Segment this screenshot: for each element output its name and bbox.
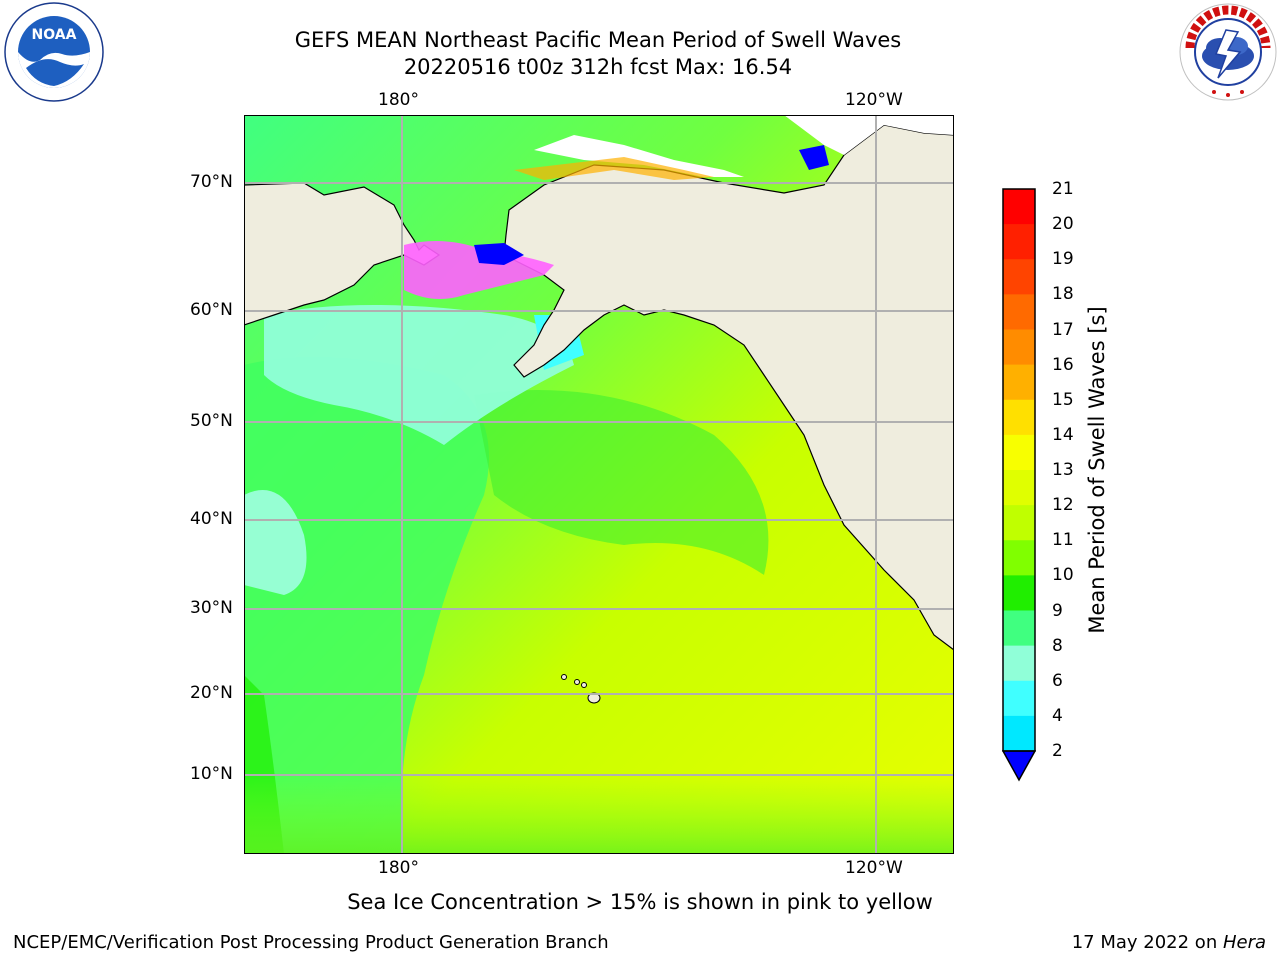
colorbar-tick-label: 18 [1052,284,1074,305]
colorbar-block [1003,610,1035,647]
colorbar-block [1003,294,1035,330]
colorbar-block [1003,540,1035,576]
footer-right: 17 May 2022 on Hera [1072,932,1266,953]
colorbar-tick-label: 8 [1052,635,1063,656]
colorbar-block [1003,329,1035,366]
lon-label-top-180: 180° [378,90,419,110]
west-cyan-patch [244,490,307,595]
footer-date: 17 May 2022 on [1071,932,1223,953]
lat-label-60n: 60°N [190,300,233,320]
colorbar-tick-label: 6 [1052,670,1063,691]
footer-machine: Hera [1222,932,1266,953]
colorbar-block [1003,434,1035,471]
colorbar-tick-label: 14 [1052,424,1074,445]
lat-label-20n: 20°N [190,683,233,703]
title-line-2: 20220516 t00z 312h fcst Max: 16.54 [403,55,793,79]
sea-ice-edge-arctic [514,157,714,180]
colorbar-extend-arrow [1002,750,1036,782]
colorbar-title: Mean Period of Swell Waves [s] [1085,306,1109,634]
central-green-region [474,390,769,575]
colorbar-block [1003,680,1035,717]
southern-green-band [244,775,954,854]
colorbar-tick-label: 10 [1052,565,1074,586]
lon-label-top-120w: 120°W [845,90,903,110]
colorbar [1002,188,1036,782]
nws-logo-icon [1179,3,1277,101]
colorbar-block [1003,189,1035,225]
colorbar-block [1003,399,1035,436]
colorbar-block [1003,470,1035,506]
arctic-ocean-open [784,115,954,155]
colorbar-tick-label: 12 [1052,495,1074,516]
lon-label-bottom-180: 180° [378,858,419,878]
colorbar-block [1003,645,1035,682]
lat-label-50n: 50°N [190,411,233,431]
colorbar-tick-label: 15 [1052,389,1074,410]
lat-label-40n: 40°N [190,509,233,529]
lat-label-30n: 30°N [190,598,233,618]
colorbar-block [1003,259,1035,295]
colorbar-tick-label: 21 [1052,179,1074,199]
colorbar-tick-label: 2 [1052,741,1063,761]
colorbar-tick-label: 11 [1052,530,1074,551]
colorbar-block [1003,224,1035,260]
colorbar-block [1003,715,1035,752]
colorbar-frame [1002,188,1036,752]
map-gridlines [244,115,954,854]
lat-label-70n: 70°N [190,172,233,192]
noaa-logo-icon: NOAA [4,2,104,102]
sea-ice-dense-bering [474,243,524,265]
footer-left: NCEP/EMC/Verification Post Processing Pr… [13,932,609,953]
west-green-region [244,357,489,854]
swell-period-map [244,115,954,854]
colorbar-tick-label: 20 [1052,214,1074,235]
colorbar-block [1003,505,1035,541]
colorbar-tick-label: 13 [1052,460,1074,480]
colorbar-tick-label: 16 [1052,354,1074,375]
sea-ice-note: Sea Ice Concentration > 15% is shown in … [347,890,933,914]
sea-ice-dense-arctic [799,145,829,170]
colorbar-tick-label: 19 [1052,249,1074,270]
hawaii-islands [561,674,601,704]
title-line-1: GEFS MEAN Northeast Pacific Mean Period … [294,28,902,52]
bering-cyan-region [264,305,574,445]
colorbar-block [1003,575,1035,611]
colorbar-tick-label: 9 [1052,600,1063,621]
colorbar-tick-label: 17 [1052,319,1074,340]
colorbar-tick-label: 4 [1052,705,1063,726]
lat-label-10n: 10°N [190,764,233,784]
svg-text:NOAA: NOAA [32,27,77,43]
north-america-land [503,124,954,651]
lon-label-bottom-120w: 120°W [845,858,903,878]
colorbar-block [1003,364,1035,401]
beaufort-sea-open [534,135,744,177]
